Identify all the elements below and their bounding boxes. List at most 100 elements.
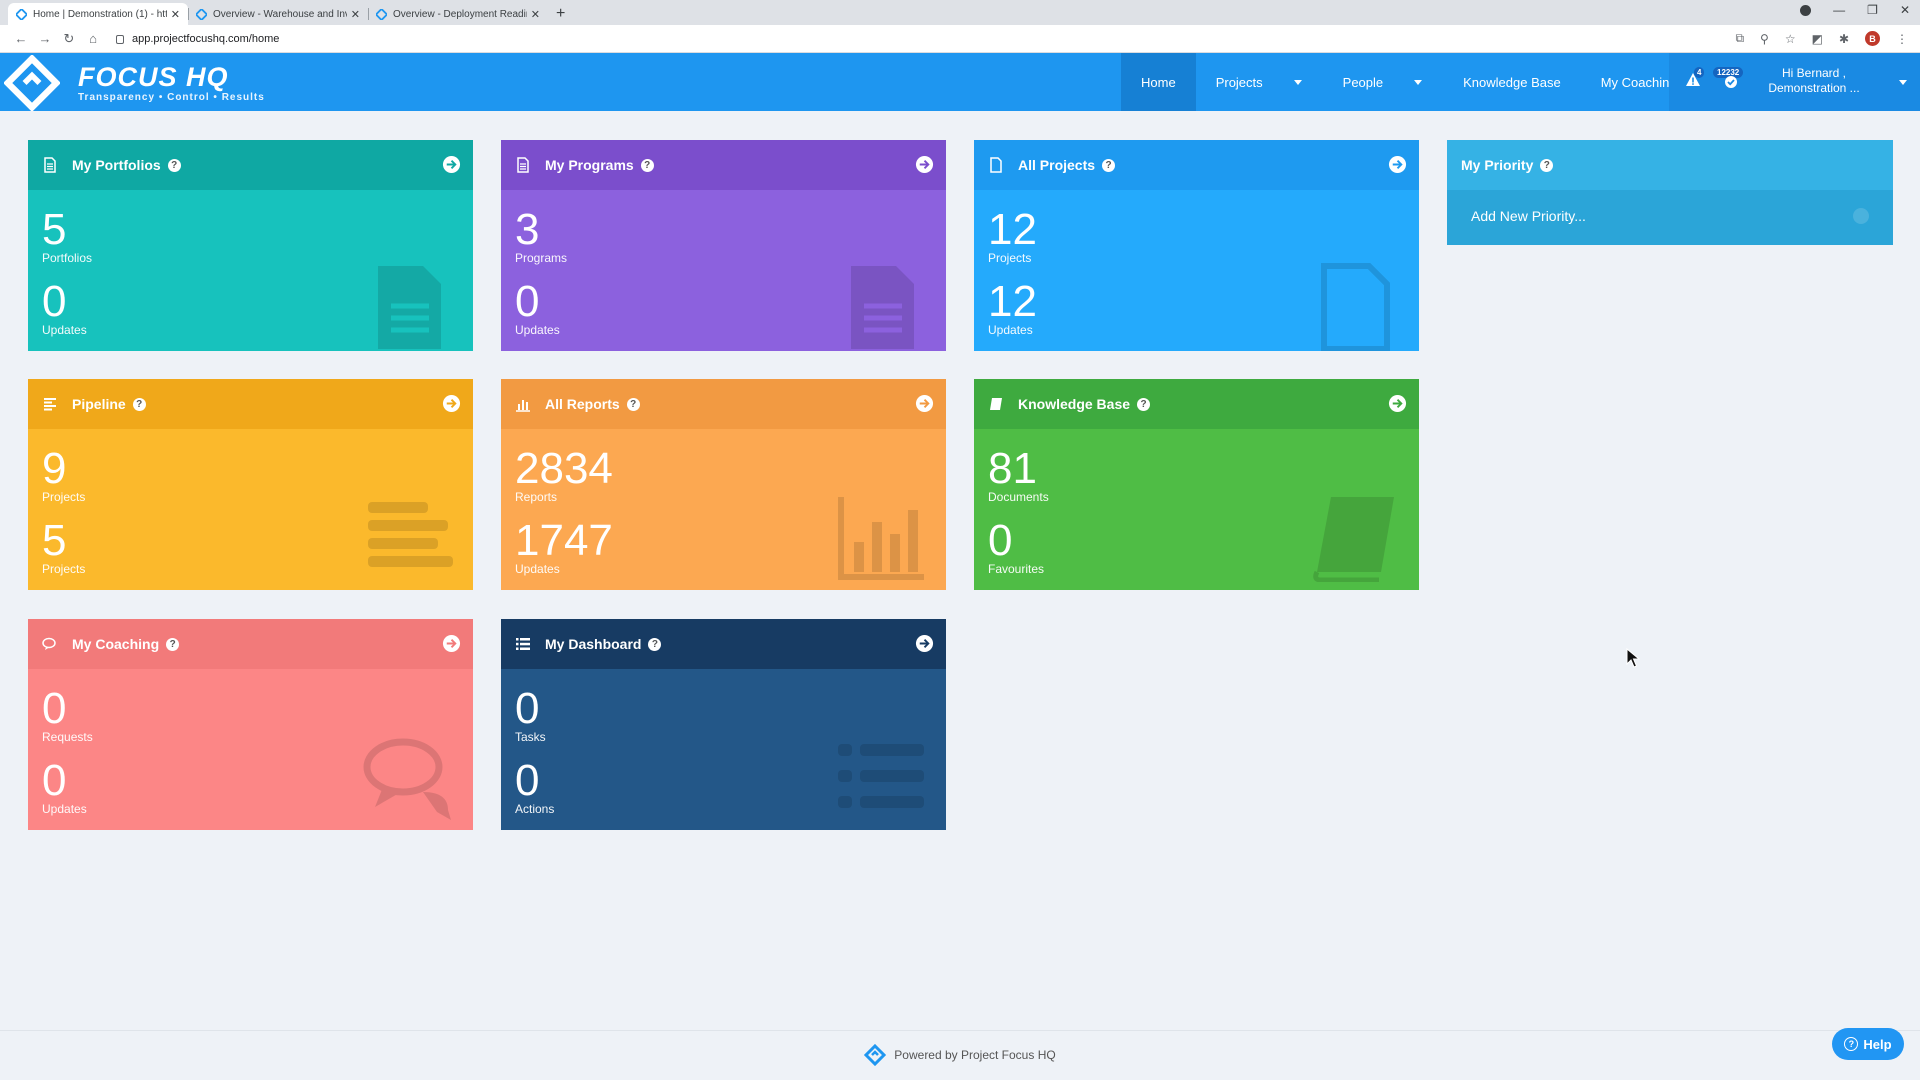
browser-tab-home[interactable]: Home | Demonstration (1) - http ✕ (8, 3, 188, 25)
help-icon[interactable]: ? (640, 158, 654, 172)
nav-home[interactable]: Home (1121, 53, 1196, 111)
help-icon[interactable]: ? (167, 158, 181, 172)
document-watermark-icon (378, 266, 441, 349)
close-tab-icon[interactable]: ✕ (530, 8, 540, 21)
document-watermark-icon (851, 266, 914, 349)
url-text: app.projectfocushq.com/home (132, 32, 280, 45)
card-pipeline: Pipeline ? 9 Projects 5 Projects (28, 379, 473, 590)
logo-subtitle: Transparency • Control • Results (78, 92, 265, 103)
bookmark-star-icon[interactable]: ☆ (1784, 31, 1796, 46)
url-field[interactable]: app.projectfocushq.com/home (116, 33, 279, 45)
arrow-right-circle-icon[interactable] (915, 634, 934, 653)
list-icon (516, 638, 530, 650)
arrow-right-circle-icon[interactable] (915, 155, 934, 174)
book-icon (990, 398, 1002, 410)
nav-knowledge-base[interactable]: Knowledge Base (1463, 74, 1561, 90)
chevron-down-icon[interactable] (1293, 77, 1303, 87)
arrow-right-circle-icon[interactable] (442, 634, 461, 653)
help-icon[interactable]: ? (166, 637, 180, 651)
bar-chart-icon (516, 400, 530, 412)
puzzle-icon[interactable]: ✱ (1838, 31, 1849, 46)
list-lines-watermark-icon (368, 502, 453, 567)
notifications-badge: 4 (1694, 67, 1705, 78)
close-tab-icon[interactable]: ✕ (170, 8, 180, 21)
user-menu[interactable]: Hi Bernard , Demonstration ... (1744, 66, 1884, 96)
list-watermark-icon (838, 744, 924, 808)
add-new-priority-link[interactable]: Add New Priority... (1471, 208, 1586, 224)
help-icon[interactable]: ? (1540, 158, 1554, 172)
chevron-down-icon[interactable] (1898, 77, 1908, 87)
app-header: FOCUS HQ Transparency • Control • Result… (0, 53, 1920, 111)
card-header: My Portfolios ? (28, 140, 473, 190)
forward-arrow-icon[interactable]: → (38, 31, 52, 46)
stat-secondary-value: 0 (515, 277, 540, 326)
stat-primary-label: Tasks (515, 730, 546, 744)
focus-hq-favicon-icon (376, 8, 387, 20)
focus-hq-logo-icon (4, 55, 60, 111)
card-title: All Reports (545, 396, 620, 412)
stat-primary-value: 9 (42, 444, 67, 493)
back-arrow-icon[interactable]: ← (14, 31, 28, 46)
restore-icon[interactable]: ❐ (1867, 3, 1878, 17)
stat-secondary-label: Updates (42, 802, 87, 816)
nav-people[interactable]: People (1323, 53, 1443, 111)
arrow-right-circle-icon[interactable] (1388, 155, 1407, 174)
logo-title: FOCUS HQ (78, 62, 229, 92)
stat-primary-value: 0 (42, 684, 67, 733)
arrow-right-circle-icon[interactable] (1388, 394, 1407, 413)
zoom-icon[interactable]: ⚲ (1760, 31, 1769, 46)
help-icon[interactable]: ? (132, 397, 146, 411)
chat-bubbles-icon (42, 637, 56, 650)
help-icon[interactable]: ? (648, 637, 662, 651)
check-circle-icon[interactable] (1724, 75, 1738, 89)
file-watermark-icon (1321, 263, 1390, 351)
browser-tab-deployment[interactable]: Overview - Deployment Readine ✕ (368, 3, 548, 25)
browser-menu-icon[interactable]: ⋮ (1896, 31, 1908, 46)
help-icon[interactable]: ? (626, 397, 640, 411)
extension-icon[interactable]: ◩ (1811, 31, 1823, 46)
file-icon (990, 157, 1002, 173)
mouse-cursor-icon (1626, 648, 1640, 668)
focus-hq-footer-logo-icon (864, 1043, 887, 1066)
card-title: All Projects (1018, 157, 1096, 173)
minimize-icon[interactable]: — (1833, 3, 1846, 17)
card-title: Pipeline (72, 396, 126, 412)
nav-projects-label: Projects (1215, 74, 1263, 90)
focus-hq-logo[interactable]: FOCUS HQ Transparency • Control • Result… (4, 55, 265, 111)
close-window-icon[interactable]: ✕ (1899, 3, 1910, 17)
question-icon: ? (1844, 1037, 1859, 1051)
document-icon (517, 157, 529, 173)
stat-primary-value: 2834 (515, 444, 613, 493)
card-title: Knowledge Base (1018, 396, 1131, 412)
home-icon[interactable]: ⌂ (89, 31, 97, 46)
card-header: Pipeline ? (28, 379, 473, 429)
stat-primary-value: 3 (515, 205, 540, 254)
card-header: My Priority ? (1447, 140, 1893, 190)
close-tab-icon[interactable]: ✕ (350, 8, 360, 21)
help-icon[interactable]: ? (1102, 158, 1116, 172)
new-tab-button[interactable]: + (556, 5, 566, 22)
stat-secondary-value: 0 (42, 277, 67, 326)
browser-address-bar: ← → ↻ ⌂ app.projectfocushq.com/home ⧉ ⚲ … (0, 25, 1920, 53)
card-header: All Projects ? (974, 140, 1419, 190)
arrow-right-circle-icon[interactable] (915, 394, 934, 413)
alert-triangle-icon[interactable] (1685, 72, 1701, 88)
nav-projects[interactable]: Projects (1196, 53, 1323, 111)
browser-tab-warehouse[interactable]: Overview - Warehouse and Inve ✕ (188, 3, 368, 25)
arrow-right-circle-icon[interactable] (442, 394, 461, 413)
open-external-icon[interactable]: ⧉ (1735, 31, 1745, 45)
chevron-down-icon[interactable] (1413, 77, 1423, 87)
points-badge: 12232 (1713, 67, 1744, 78)
card-header: My Programs ? (501, 140, 946, 190)
arrow-right-circle-icon[interactable] (442, 155, 461, 174)
record-icon[interactable] (1800, 4, 1812, 16)
nav-my-coaching[interactable]: My Coaching (1600, 74, 1677, 90)
reload-icon[interactable]: ↻ (63, 30, 75, 46)
profile-avatar[interactable]: B (1865, 31, 1880, 46)
stat-primary-label: Projects (42, 490, 86, 504)
user-area: 4 12232 Hi Bernard , Demonstration ... (1669, 53, 1920, 111)
help-icon[interactable]: ? (1137, 397, 1151, 411)
lock-icon (116, 35, 124, 44)
help-button[interactable]: ? Help (1832, 1028, 1904, 1060)
add-priority-icon[interactable] (1853, 208, 1869, 224)
